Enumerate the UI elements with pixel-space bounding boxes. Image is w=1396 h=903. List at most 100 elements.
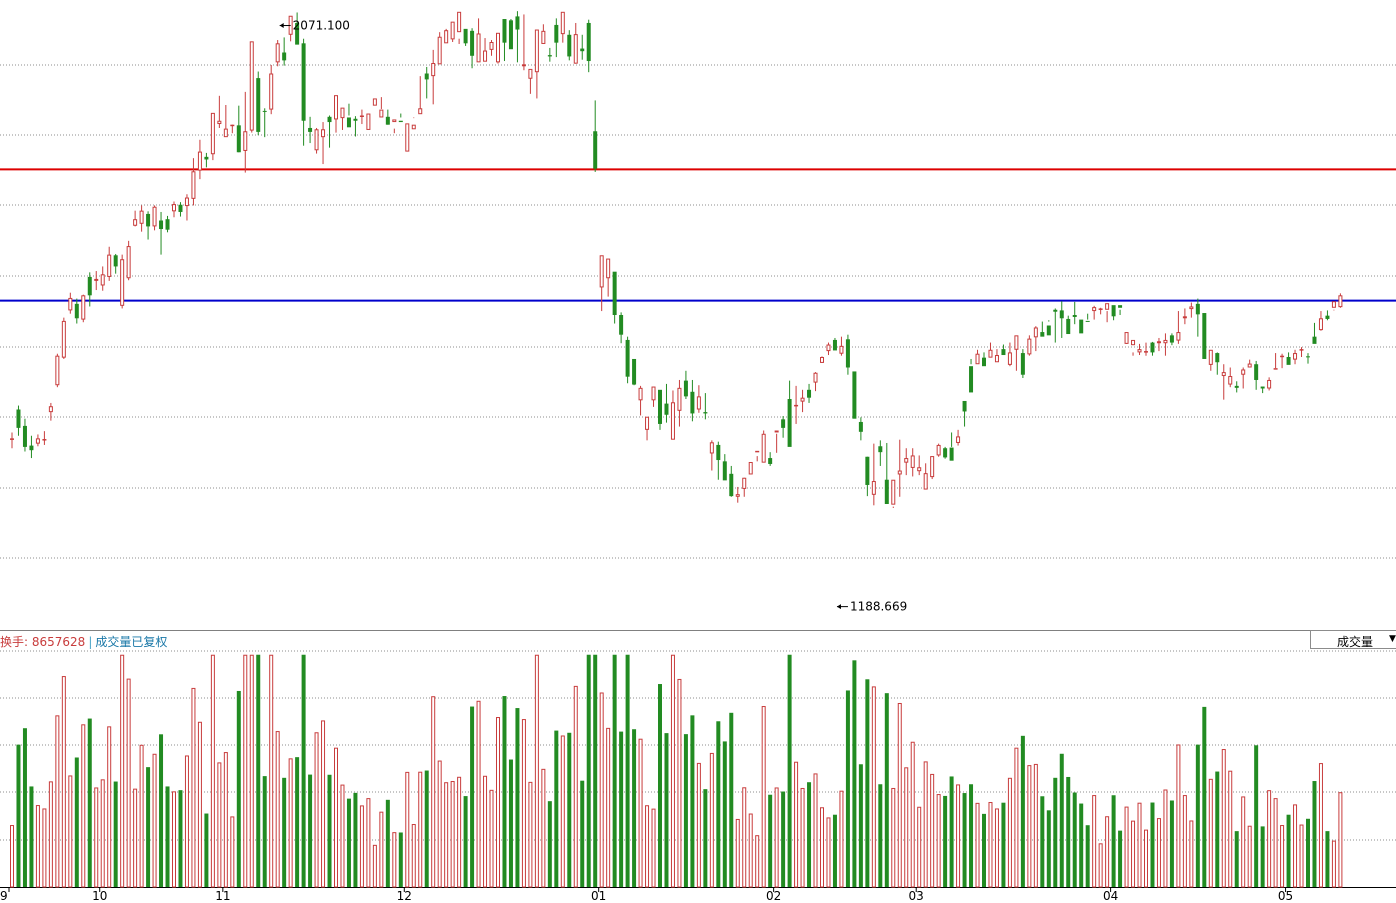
volume-bar	[1131, 820, 1136, 888]
candle-body	[1293, 353, 1298, 360]
candle-body	[658, 389, 662, 424]
volume-bar	[761, 706, 766, 888]
volume-bar	[1318, 763, 1323, 888]
volume-bar	[1176, 744, 1181, 888]
volume-bar	[269, 654, 274, 888]
candle-body	[865, 456, 870, 485]
candle-body	[55, 355, 60, 386]
volume-bar	[897, 702, 902, 888]
volume-bar	[742, 787, 747, 888]
candle-body	[1156, 341, 1161, 344]
candle-body	[690, 391, 695, 414]
volume-bar	[61, 676, 66, 888]
candle-body	[897, 470, 902, 475]
candle-body	[768, 458, 773, 464]
volume-bar	[379, 811, 384, 888]
volume-bar	[917, 806, 922, 888]
candle-body	[1267, 379, 1272, 389]
volume-bar	[178, 790, 183, 887]
candle-body	[884, 479, 889, 504]
volume-bar	[599, 692, 604, 888]
volume-bar	[839, 790, 844, 888]
candle-body	[1306, 356, 1310, 358]
annotation-arrow	[279, 23, 284, 29]
volume-bar	[210, 654, 215, 888]
low-price-label: 1188.669	[850, 600, 907, 614]
candle-body	[606, 258, 611, 279]
volume-bar	[1286, 814, 1291, 887]
volume-bar	[515, 708, 520, 887]
candle-body	[1286, 357, 1291, 365]
candle-body	[1260, 386, 1265, 389]
candle-body	[982, 357, 986, 367]
candle-body	[295, 22, 300, 45]
candle-body	[560, 11, 565, 35]
x-tick-label: 02	[766, 889, 781, 903]
volume-bar	[431, 696, 436, 888]
candle-body	[178, 204, 183, 212]
x-tick-label: 10	[92, 889, 107, 903]
candle-body	[800, 397, 805, 402]
candle-body	[398, 120, 403, 123]
volume-bar	[1066, 776, 1071, 887]
legend-separator: |	[88, 635, 93, 649]
candle-body	[534, 29, 539, 73]
chevron-down-icon[interactable]: ▼	[1389, 634, 1396, 644]
candle-body	[120, 259, 125, 306]
candle-body	[418, 108, 423, 115]
candle-body	[1234, 385, 1239, 388]
volume-bar	[748, 813, 753, 888]
candle-body	[489, 42, 494, 50]
volume-bar	[1053, 777, 1058, 887]
candle-body	[275, 43, 280, 63]
candle-body	[645, 416, 650, 430]
candle-body	[152, 206, 157, 227]
volume-bar	[735, 818, 740, 888]
candle-body	[969, 366, 974, 393]
volume-bar	[204, 813, 209, 887]
candle-body	[1228, 376, 1233, 385]
volume-bar	[366, 798, 371, 888]
volume-bar	[113, 781, 118, 887]
volume-bar	[1221, 749, 1226, 888]
candle-body	[476, 33, 481, 63]
volume-bar	[1072, 792, 1077, 887]
volume-bar	[781, 791, 786, 887]
volume-bar	[690, 715, 695, 887]
candle-body	[508, 20, 513, 50]
candle-body	[1325, 315, 1330, 319]
volume-bar	[314, 732, 319, 888]
volume-bar	[1137, 802, 1142, 888]
volume-bar	[1027, 765, 1032, 888]
volume-bar	[904, 767, 909, 888]
volume-bar	[573, 685, 578, 888]
volume-bar	[1098, 843, 1103, 888]
volume-bar	[800, 787, 805, 888]
candle-body	[334, 95, 338, 120]
volume-bar	[236, 690, 241, 887]
volume-bar	[159, 734, 164, 887]
volume-bar	[625, 654, 630, 887]
volume-bar	[1150, 802, 1155, 887]
volume-bar	[444, 782, 449, 888]
volume-bar	[1273, 798, 1278, 888]
candle-body	[1280, 355, 1285, 358]
candle-body	[405, 123, 410, 152]
candle-body	[930, 456, 935, 478]
volume-bar	[1169, 800, 1174, 887]
volume-bar	[398, 832, 403, 887]
candle-body	[755, 450, 760, 453]
volume-bar	[385, 799, 390, 887]
volume-bar	[29, 786, 34, 887]
candle-body	[327, 116, 332, 123]
volume-bar	[969, 784, 974, 887]
volume-bar	[1202, 706, 1207, 887]
candle-body	[781, 419, 786, 428]
x-tick-label: 11	[215, 889, 230, 903]
volume-bar	[820, 807, 824, 888]
volume-bar	[1007, 777, 1012, 888]
volume-bar	[845, 690, 850, 887]
indicator-select[interactable]: 成交量 ▼	[1310, 630, 1396, 649]
volume-bar	[813, 773, 818, 888]
candle-body	[1137, 349, 1142, 353]
